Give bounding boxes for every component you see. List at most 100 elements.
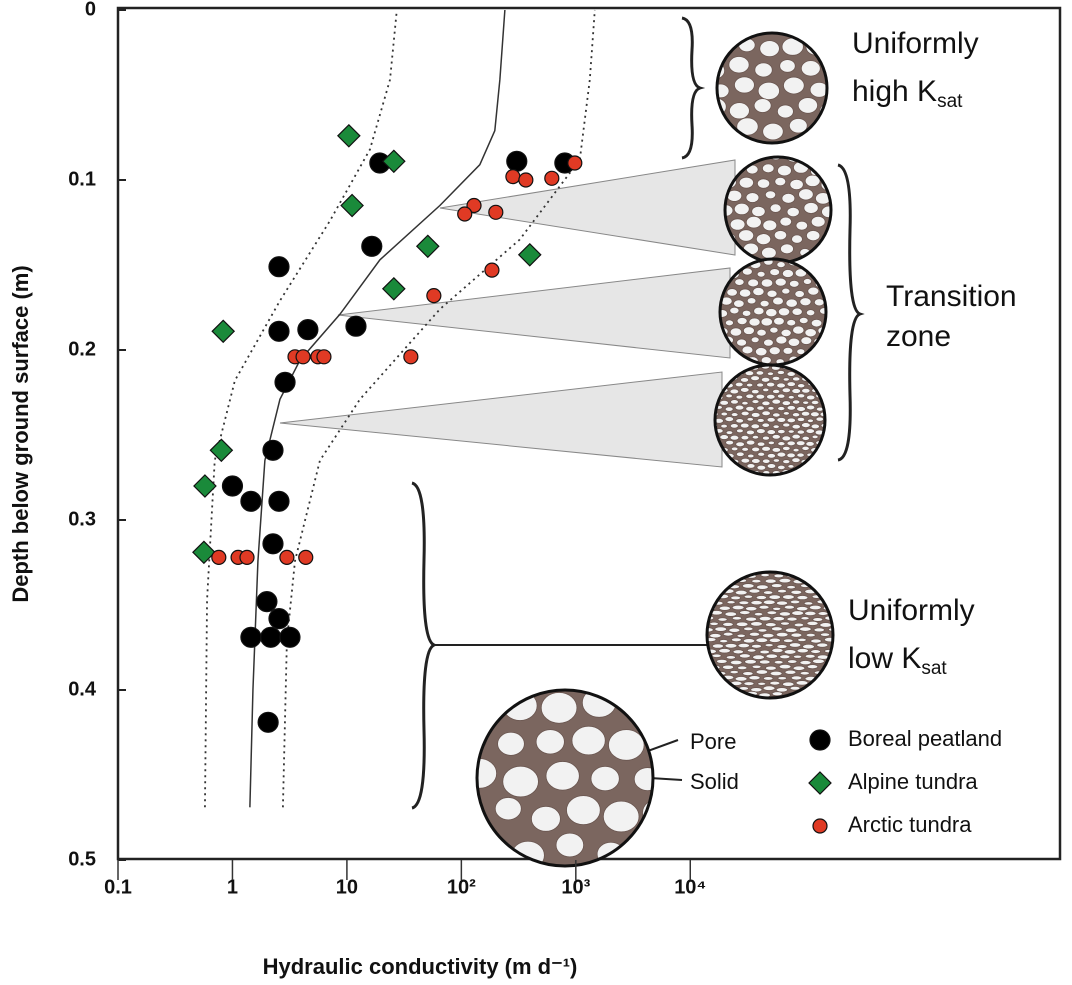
pore	[832, 329, 841, 335]
pore	[755, 669, 769, 675]
pore	[733, 202, 750, 216]
point	[240, 626, 262, 648]
pore	[834, 464, 841, 468]
pore	[695, 580, 707, 585]
pore	[513, 618, 542, 643]
pore	[404, 656, 439, 686]
pore	[776, 382, 786, 389]
pore	[734, 589, 748, 596]
pore	[845, 687, 857, 692]
point	[544, 170, 560, 186]
pore	[710, 696, 724, 698]
pore	[802, 365, 810, 370]
pore	[814, 453, 824, 459]
pore	[813, 584, 826, 590]
pore	[736, 338, 747, 347]
pore	[750, 412, 761, 418]
point	[517, 242, 542, 267]
pore	[748, 317, 761, 327]
pore	[759, 649, 770, 655]
point	[361, 235, 383, 257]
pore	[725, 655, 736, 660]
pore	[755, 370, 765, 376]
pore	[841, 149, 854, 159]
pore	[779, 654, 791, 660]
pore	[793, 482, 799, 486]
pore	[745, 616, 758, 622]
pore	[756, 418, 765, 423]
pore	[838, 702, 849, 706]
pore	[756, 328, 767, 337]
pore	[776, 417, 787, 423]
pore	[689, 575, 698, 579]
pore	[848, 167, 859, 175]
pore	[748, 675, 761, 681]
pore	[769, 203, 782, 213]
pore	[762, 676, 774, 681]
pore	[840, 683, 849, 686]
pore	[771, 434, 781, 440]
pore	[486, 869, 516, 895]
pore	[796, 406, 806, 412]
pore	[704, 259, 715, 268]
pore	[828, 358, 839, 366]
y-tick-label: 0.4	[68, 678, 97, 700]
pore	[719, 365, 729, 370]
pore	[776, 261, 786, 269]
pore	[809, 81, 827, 98]
annotation: low Ksat	[848, 642, 947, 679]
pore	[771, 398, 782, 405]
pore	[776, 370, 785, 375]
pore	[385, 833, 416, 860]
pore	[707, 692, 716, 698]
pore	[838, 337, 848, 344]
pore	[818, 248, 829, 256]
solid-label: Solid	[690, 769, 739, 794]
pore	[831, 41, 850, 56]
point	[295, 349, 311, 365]
pore	[732, 692, 745, 698]
pore	[719, 639, 729, 644]
envelope-curve	[249, 9, 506, 808]
pore	[819, 469, 825, 475]
pore	[761, 400, 771, 407]
pore	[781, 387, 791, 394]
pore	[721, 579, 734, 585]
pore	[802, 400, 810, 405]
annotation: Uniformly	[852, 27, 979, 60]
pore	[710, 835, 745, 865]
pore	[755, 393, 766, 400]
pore	[771, 691, 783, 697]
pore	[837, 81, 852, 93]
x-tick-label: 10⁴	[674, 876, 706, 898]
pore	[835, 394, 842, 398]
pore	[757, 628, 768, 633]
pore	[653, 649, 689, 680]
point	[257, 711, 279, 733]
pore	[777, 588, 788, 594]
pore	[707, 675, 708, 680]
pore	[791, 307, 803, 316]
pore	[745, 606, 758, 612]
pore	[734, 381, 744, 388]
pore	[834, 677, 845, 681]
pore	[801, 483, 808, 487]
pore	[745, 405, 755, 412]
pore	[751, 389, 760, 395]
pore	[848, 676, 857, 679]
pore	[786, 616, 798, 622]
pore	[835, 407, 843, 411]
point	[316, 349, 332, 365]
pore	[819, 347, 826, 357]
pore	[732, 649, 745, 655]
pore	[738, 653, 751, 659]
annotation-subscript: sat	[937, 91, 963, 112]
pore	[718, 648, 731, 654]
pore	[730, 572, 744, 578]
point	[209, 438, 234, 463]
pore	[753, 98, 772, 113]
pore	[855, 0, 874, 11]
pore	[838, 119, 857, 134]
pore	[801, 469, 810, 475]
pore	[829, 300, 837, 306]
